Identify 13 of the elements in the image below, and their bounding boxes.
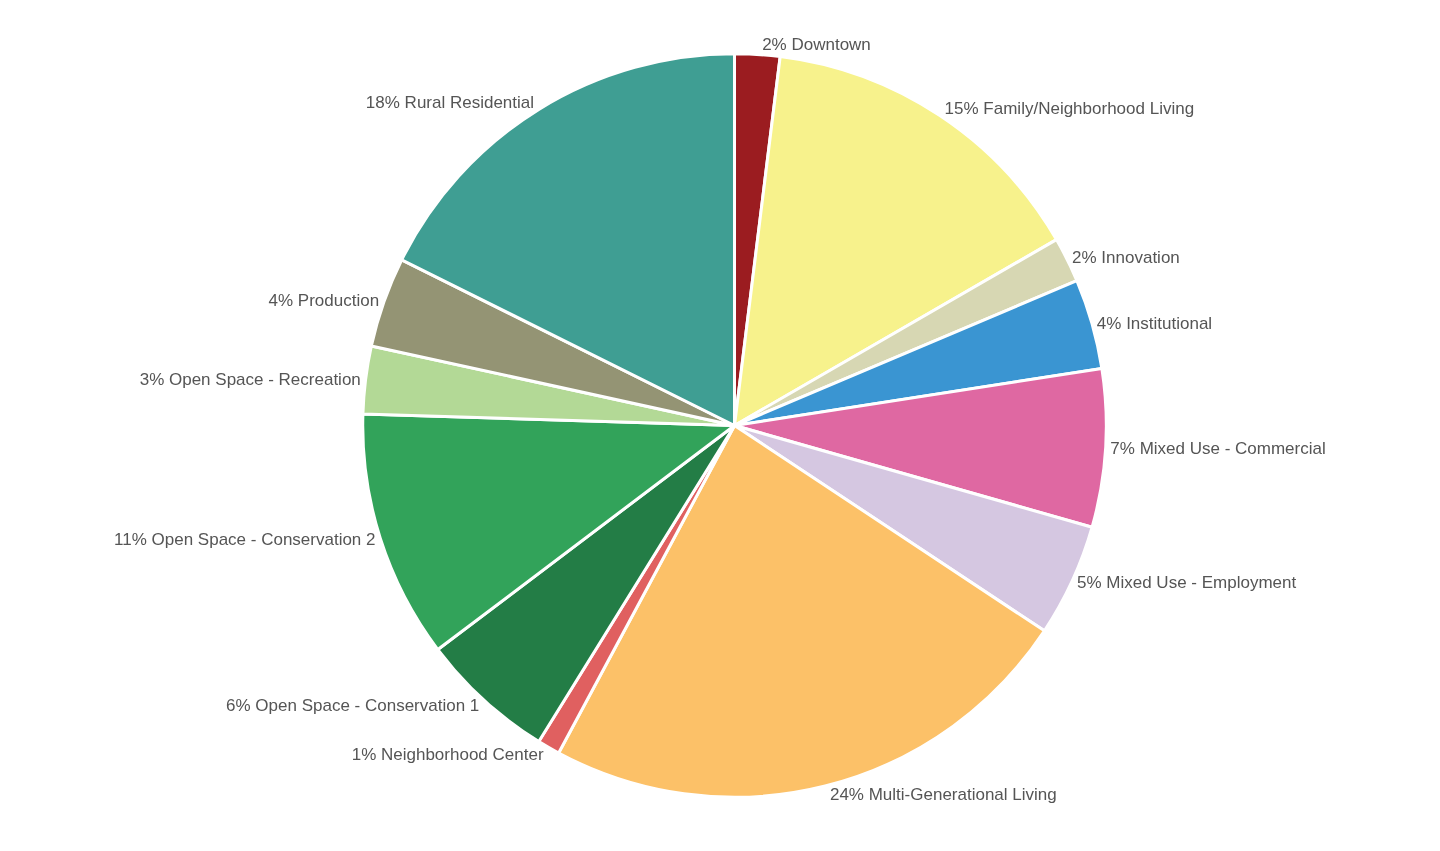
slice-label: 4% Production: [268, 291, 380, 311]
slice-label: 7% Mixed Use - Commercial: [1110, 438, 1326, 458]
slice-label: 3% Open Space - Recreation: [139, 370, 361, 390]
slice-label: 2% Innovation: [1072, 248, 1180, 268]
slice-label: 4% Institutional: [1096, 313, 1213, 333]
slice-label: 24% Multi-Generational Living: [829, 785, 1057, 805]
slice-label: 6% Open Space - Conservation 1: [226, 695, 480, 715]
slice-label: 1% Neighborhood Center: [351, 745, 544, 765]
slice-label: 5% Mixed Use - Employment: [1077, 573, 1297, 593]
slice-label: 15% Family/Neighborhood Living: [944, 99, 1195, 119]
slice-label: 18% Rural Residential: [365, 93, 535, 113]
slice-label: 2% Downtown: [762, 35, 871, 55]
slice-label: 11% Open Space - Conservation 2: [114, 529, 376, 549]
